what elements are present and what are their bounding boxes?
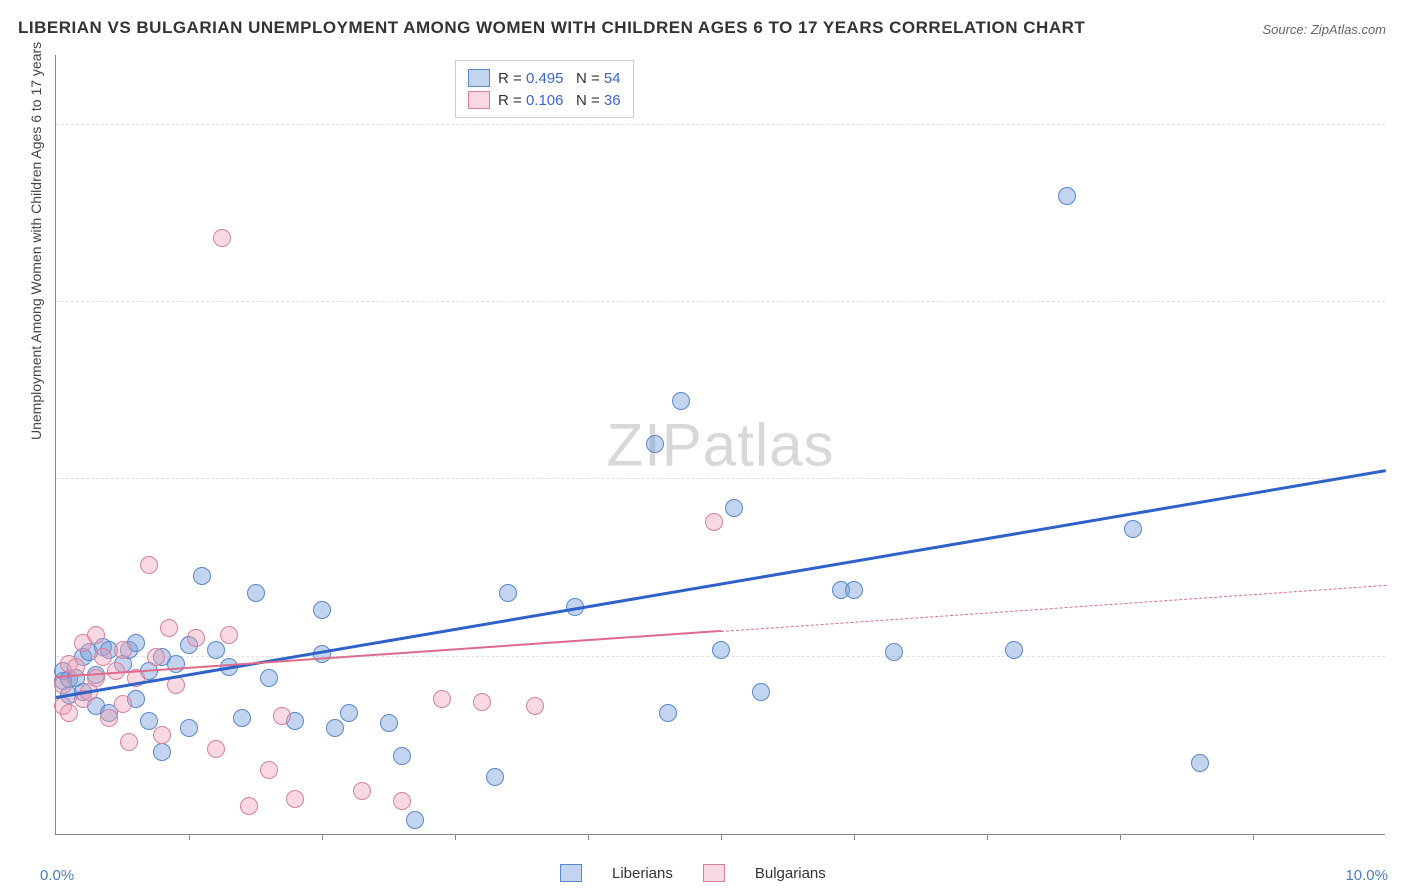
data-point xyxy=(273,707,291,725)
data-point xyxy=(147,648,165,666)
y-tick-label: 12.5% xyxy=(1395,631,1406,648)
y-tick-label: 37.5% xyxy=(1395,277,1406,294)
x-tick xyxy=(987,834,988,840)
data-point xyxy=(1005,641,1023,659)
data-point xyxy=(180,719,198,737)
swatch-liberians xyxy=(560,864,582,882)
legend-stats-row: R = 0.106 N = 36 xyxy=(468,89,621,111)
legend-stats-row: R = 0.495 N = 54 xyxy=(468,67,621,89)
data-point xyxy=(67,658,85,676)
x-tick xyxy=(721,834,722,840)
chart-title: LIBERIAN VS BULGARIAN UNEMPLOYMENT AMONG… xyxy=(18,18,1085,38)
scatter-plot-area: ZIPatlas 12.5%25.0%37.5%50.0% xyxy=(55,55,1385,835)
data-point xyxy=(94,648,112,666)
data-point xyxy=(153,726,171,744)
x-axis-end-label: 10.0% xyxy=(1345,867,1388,884)
x-tick xyxy=(189,834,190,840)
data-point xyxy=(87,669,105,687)
data-point xyxy=(725,499,743,517)
data-point xyxy=(712,641,730,659)
data-point xyxy=(193,567,211,585)
legend-stats-text: R = 0.106 N = 36 xyxy=(498,92,621,109)
legend-label-liberians: Liberians xyxy=(612,865,673,882)
swatch-bulgarians xyxy=(703,864,725,882)
data-point xyxy=(499,584,517,602)
data-point xyxy=(260,761,278,779)
data-point xyxy=(393,792,411,810)
swatch-icon xyxy=(468,69,490,87)
data-point xyxy=(353,782,371,800)
x-tick xyxy=(588,834,589,840)
data-point xyxy=(659,704,677,722)
gridline xyxy=(56,301,1385,302)
data-point xyxy=(433,690,451,708)
data-point xyxy=(1191,754,1209,772)
data-point xyxy=(207,740,225,758)
watermark: ZIPatlas xyxy=(606,410,834,479)
x-tick xyxy=(455,834,456,840)
data-point xyxy=(100,709,118,727)
data-point xyxy=(160,619,178,637)
data-point xyxy=(326,719,344,737)
legend-stats-text: R = 0.495 N = 54 xyxy=(498,70,621,87)
x-tick xyxy=(322,834,323,840)
data-point xyxy=(486,768,504,786)
data-point xyxy=(380,714,398,732)
data-point xyxy=(233,709,251,727)
data-point xyxy=(705,513,723,531)
data-point xyxy=(646,435,664,453)
data-point xyxy=(120,733,138,751)
legend-correlation-stats: R = 0.495 N = 54 R = 0.106 N = 36 xyxy=(455,60,634,118)
data-point xyxy=(885,643,903,661)
data-point xyxy=(260,669,278,687)
data-point xyxy=(286,790,304,808)
data-point xyxy=(313,601,331,619)
data-point xyxy=(54,676,72,694)
gridline xyxy=(56,478,1385,479)
y-axis-label: Unemployment Among Women with Children A… xyxy=(28,42,44,440)
legend-label-bulgarians: Bulgarians xyxy=(755,865,826,882)
gridline xyxy=(56,124,1385,125)
legend-series: Liberians Bulgarians xyxy=(560,864,826,882)
data-point xyxy=(752,683,770,701)
data-point xyxy=(60,704,78,722)
data-point xyxy=(187,629,205,647)
data-point xyxy=(140,556,158,574)
x-axis-origin-label: 0.0% xyxy=(40,867,74,884)
data-point xyxy=(1058,187,1076,205)
data-point xyxy=(114,641,132,659)
x-tick xyxy=(1120,834,1121,840)
data-point xyxy=(240,797,258,815)
data-point xyxy=(247,584,265,602)
data-point xyxy=(114,695,132,713)
y-tick-label: 25.0% xyxy=(1395,454,1406,471)
data-point xyxy=(87,626,105,644)
data-point xyxy=(213,229,231,247)
source-attribution: Source: ZipAtlas.com xyxy=(1262,22,1386,37)
data-point xyxy=(140,712,158,730)
data-point xyxy=(153,743,171,761)
data-point xyxy=(526,697,544,715)
data-point xyxy=(672,392,690,410)
data-point xyxy=(207,641,225,659)
swatch-icon xyxy=(468,91,490,109)
data-point xyxy=(220,626,238,644)
trend-line xyxy=(721,585,1386,632)
x-tick xyxy=(1253,834,1254,840)
data-point xyxy=(393,747,411,765)
y-tick-label: 50.0% xyxy=(1395,99,1406,116)
data-point xyxy=(845,581,863,599)
data-point xyxy=(1124,520,1142,538)
watermark-atlas: atlas xyxy=(703,411,835,478)
data-point xyxy=(406,811,424,829)
x-tick xyxy=(854,834,855,840)
data-point xyxy=(340,704,358,722)
data-point xyxy=(473,693,491,711)
